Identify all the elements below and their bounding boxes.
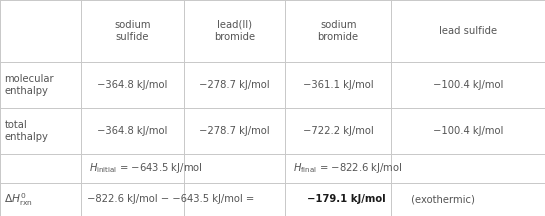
Text: lead sulfide: lead sulfide [439, 26, 497, 36]
Text: $H_\mathrm{final}$ = −822.6 kJ/mol: $H_\mathrm{final}$ = −822.6 kJ/mol [293, 162, 403, 175]
Text: total
enthalpy: total enthalpy [4, 120, 49, 142]
Text: sodium
sulfide: sodium sulfide [114, 20, 150, 42]
Text: −364.8 kJ/mol: −364.8 kJ/mol [97, 126, 168, 136]
Text: −361.1 kJ/mol: −361.1 kJ/mol [303, 80, 373, 90]
Text: −179.1 kJ/mol: −179.1 kJ/mol [307, 194, 386, 204]
Text: −100.4 kJ/mol: −100.4 kJ/mol [433, 126, 504, 136]
Text: (exothermic): (exothermic) [409, 194, 475, 204]
Text: sodium
bromide: sodium bromide [318, 20, 359, 42]
Text: −822.6 kJ/mol − −643.5 kJ/mol =: −822.6 kJ/mol − −643.5 kJ/mol = [87, 194, 258, 204]
Text: $H_\mathrm{initial}$ = −643.5 kJ/mol: $H_\mathrm{initial}$ = −643.5 kJ/mol [89, 162, 203, 175]
Text: −278.7 kJ/mol: −278.7 kJ/mol [199, 80, 270, 90]
Text: −100.4 kJ/mol: −100.4 kJ/mol [433, 80, 504, 90]
Text: lead(II)
bromide: lead(II) bromide [214, 20, 255, 42]
Text: −278.7 kJ/mol: −278.7 kJ/mol [199, 126, 270, 136]
Text: $\Delta H^0_\mathrm{rxn}$: $\Delta H^0_\mathrm{rxn}$ [4, 191, 33, 208]
Text: −364.8 kJ/mol: −364.8 kJ/mol [97, 80, 168, 90]
Text: molecular
enthalpy: molecular enthalpy [4, 74, 54, 96]
Text: −722.2 kJ/mol: −722.2 kJ/mol [303, 126, 373, 136]
